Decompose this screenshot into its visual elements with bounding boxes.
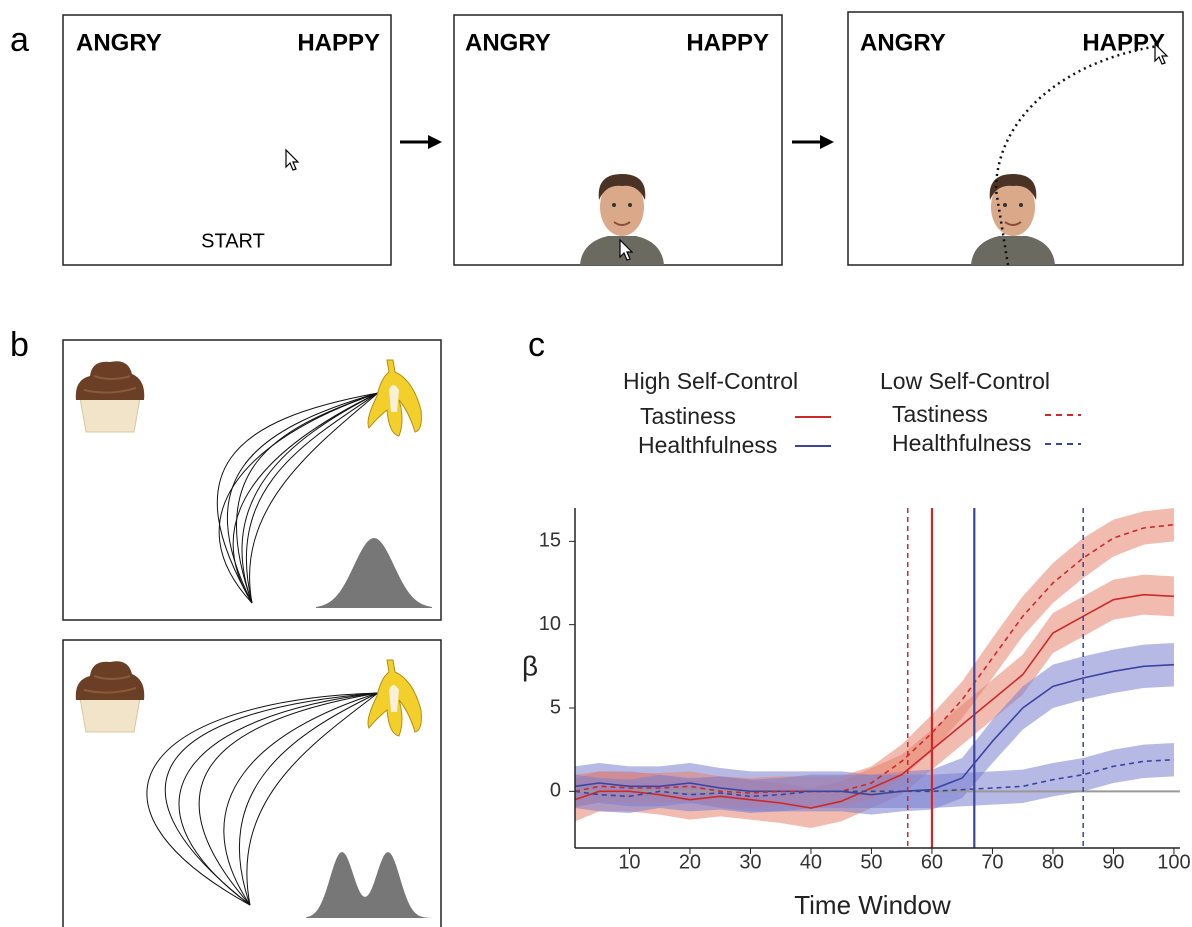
label-right: HAPPY	[1082, 29, 1165, 56]
y-tick-label: 5	[550, 696, 561, 718]
x-tick-label: 80	[1042, 851, 1064, 873]
trajectory	[241, 392, 379, 604]
label-right: HAPPY	[686, 29, 769, 56]
label-left: ANGRY	[465, 29, 551, 56]
panel-b-boxes	[62, 339, 442, 927]
error-band	[575, 643, 1174, 815]
trajectory	[238, 692, 379, 906]
trajectory	[246, 392, 379, 604]
label-left: ANGRY	[76, 29, 162, 56]
trajectory	[164, 692, 379, 906]
x-tick-label: 50	[860, 851, 882, 873]
arrows	[400, 135, 834, 149]
x-tick-label: 100	[1157, 851, 1190, 873]
trajectory	[232, 392, 379, 604]
y-tick-label: 10	[539, 613, 561, 635]
label-left: ANGRY	[860, 29, 946, 56]
series-line	[574, 663, 1174, 796]
food-icons	[75, 359, 422, 737]
panel-label: b	[10, 326, 29, 364]
legend-label: Healthfulness	[892, 430, 1031, 456]
x-tick-label: 10	[618, 851, 640, 873]
distribution	[306, 851, 432, 918]
error-band	[575, 508, 1174, 808]
chart: High Self-Control Low Self-Control Tastine…	[522, 368, 1191, 920]
x-tick-label: 30	[739, 851, 761, 873]
y-tick-label: 0	[550, 780, 561, 802]
x-tick-label: 60	[921, 851, 943, 873]
cursors	[285, 42, 1169, 261]
error-band	[575, 743, 1174, 813]
trajectories	[146, 392, 432, 918]
trajectory	[146, 692, 379, 906]
screen	[62, 14, 392, 266]
label-right: HAPPY	[297, 29, 380, 56]
start-label: START	[201, 230, 265, 252]
trajectory	[178, 692, 379, 906]
x-tick-label: 70	[981, 851, 1003, 873]
trajectory	[246, 692, 379, 906]
trajectory	[216, 392, 379, 604]
x-tick-label: 90	[1102, 851, 1124, 873]
x-tick-label: 40	[800, 851, 822, 873]
panel-label: a	[10, 21, 29, 59]
trajectory	[249, 392, 379, 604]
series-line	[574, 758, 1174, 798]
legend-group: Low Self-Control	[880, 368, 1050, 394]
trajectory	[994, 44, 1159, 266]
panel-label: c	[528, 326, 545, 364]
y-axis-label: β	[522, 650, 538, 681]
trajectory	[218, 392, 379, 604]
distribution	[316, 538, 432, 608]
trajectory	[223, 692, 379, 906]
legend-label: Tastiness	[640, 403, 736, 429]
series-line	[574, 523, 1175, 794]
legend-label: Healthfulness	[638, 432, 777, 458]
trajectory	[198, 692, 379, 906]
faces	[580, 174, 1055, 265]
x-axis-label: Time Window	[794, 890, 951, 920]
legend-label: Tastiness	[892, 401, 988, 427]
legend-group: High Self-Control	[623, 368, 798, 394]
x-tick-label: 20	[679, 851, 701, 873]
y-tick-label: 15	[539, 530, 561, 552]
series-line	[574, 593, 1174, 809]
